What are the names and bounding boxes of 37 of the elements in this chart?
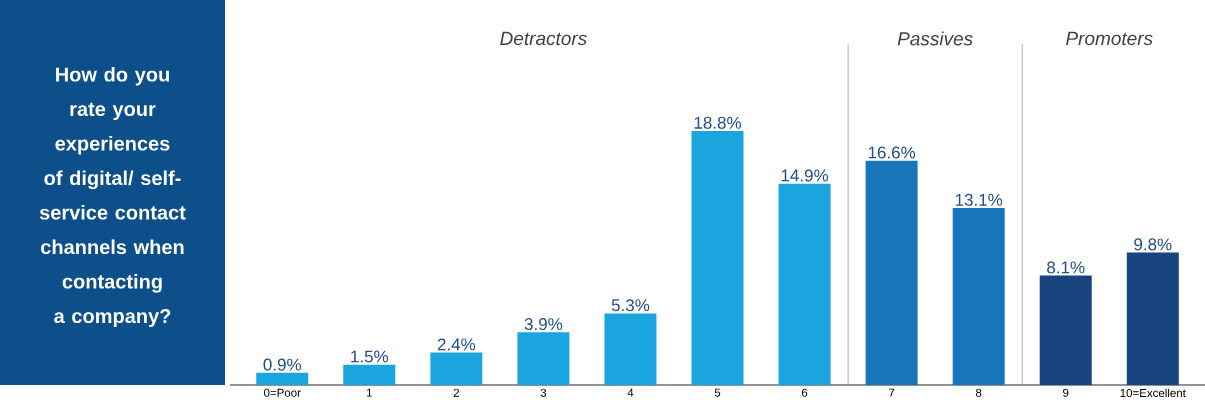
text: Passives: [897, 31, 973, 46]
x-tick-label: 3: [540, 388, 547, 397]
bar: [1126, 252, 1179, 385]
data-label: 16.6%: [868, 146, 916, 159]
data-label: 13.1%: [955, 193, 1003, 206]
text: Promoters: [1066, 31, 1153, 46]
data-label: 0.9%: [263, 358, 302, 371]
x-tick-label: 5: [714, 388, 721, 397]
data-label: 9.8%: [1134, 238, 1172, 251]
x-tick-label: 0=Poor: [263, 388, 301, 397]
x-tick-label: 7: [889, 388, 895, 397]
x-tick-label: 2: [453, 388, 459, 397]
x-tick-label: 1: [366, 388, 372, 397]
data-label: 8.1%: [1047, 261, 1085, 274]
data-label: 3.9%: [524, 318, 563, 331]
text: How do you rate your experiences of digital/ self-service contact channels when contacting a company?: [39, 66, 186, 328]
bar: [517, 332, 570, 385]
data-label: 18.8%: [694, 116, 742, 129]
x-tick-label: 9: [1063, 388, 1069, 397]
text: Detractors: [500, 31, 587, 46]
bar: [1039, 275, 1092, 385]
x-tick-label: 8: [975, 388, 982, 397]
data-label: 5.3%: [611, 299, 650, 312]
bar: [865, 160, 918, 385]
x-tick-label: 10=Excellent: [1120, 388, 1186, 398]
data-label: 2.4%: [437, 338, 476, 351]
bar: [691, 131, 744, 385]
data-label: 1.5%: [351, 350, 389, 363]
data-label: 14.9%: [781, 169, 829, 182]
bar: [952, 208, 1005, 385]
x-tick-label: 6: [801, 388, 808, 397]
bar: [778, 183, 831, 385]
bar: [256, 372, 309, 385]
bar: [343, 364, 396, 385]
bar: [604, 313, 657, 385]
x-tick-label: 4: [627, 388, 634, 397]
bar: [430, 352, 483, 385]
